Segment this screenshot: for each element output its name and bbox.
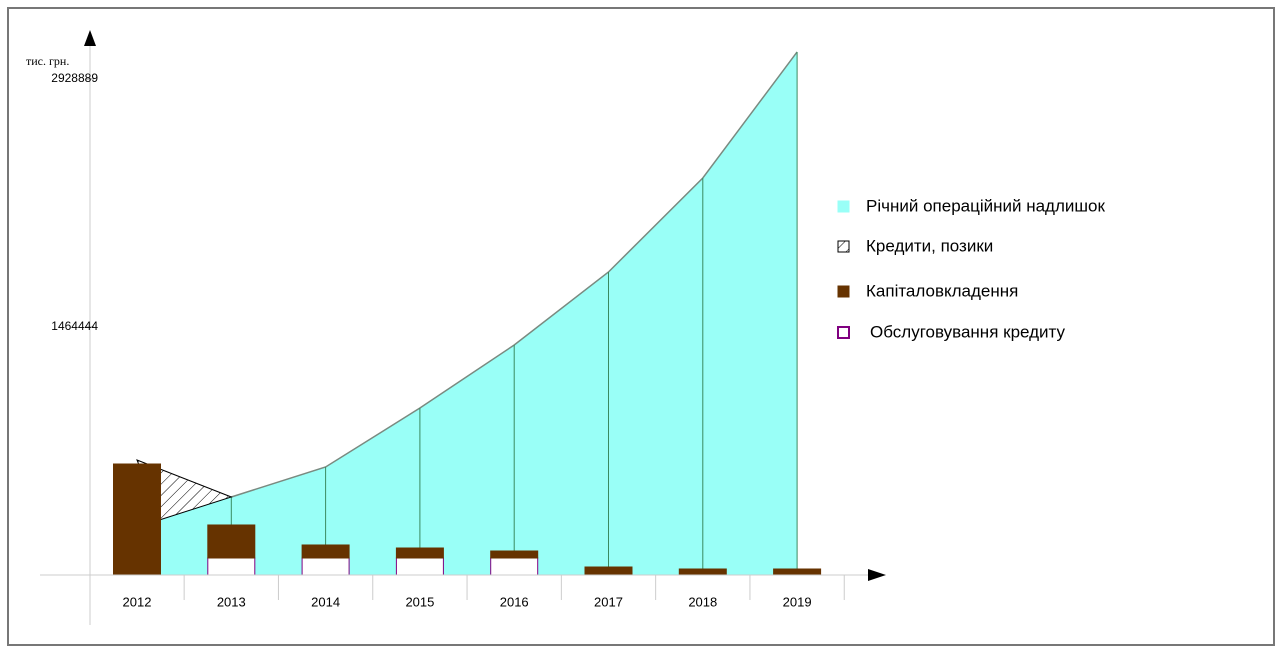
legend-label: Капіталовкладення [866,281,1018,300]
y-tick-label: 1464444 [51,319,98,333]
bar [490,550,539,559]
bar [113,463,161,576]
x-tick-label: 2015 [405,594,434,609]
bar [773,568,822,576]
bar [490,557,539,576]
legend-swatch [837,200,850,213]
y-tick-label: 2928889 [51,71,98,85]
x-axis-arrow [868,569,886,581]
legend-label: Кредити, позики [866,236,993,255]
bar [301,544,350,559]
bar [395,547,444,559]
bar [301,557,350,576]
y-axis-arrow [84,30,96,46]
x-tick-label: 2012 [123,594,152,609]
bar [678,568,727,576]
x-tick-label: 2019 [783,594,812,609]
frame [7,7,1275,646]
x-tick-label: 2018 [688,594,717,609]
area [137,51,798,576]
bar [207,557,256,576]
legend-swatch [837,285,850,298]
bar [584,566,633,576]
legend-label: Обслуговування кредиту [870,322,1065,341]
x-tick-label: 2017 [594,594,623,609]
x-tick-label: 2014 [311,594,340,609]
x-tick-label: 2013 [217,594,246,609]
legend-swatch [837,326,850,339]
bar [207,524,256,559]
legend-swatch [837,240,850,253]
legend-label: Річний операційний надлишок [866,196,1105,215]
y-axis-label: тис. грн. [26,54,69,68]
x-tick-label: 2016 [500,594,529,609]
bar [395,557,444,576]
